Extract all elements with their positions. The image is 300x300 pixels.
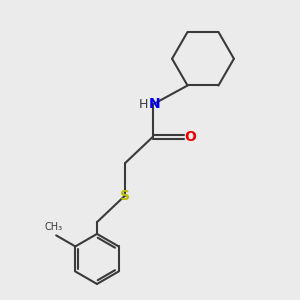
Text: CH₃: CH₃ xyxy=(44,222,62,232)
Text: S: S xyxy=(120,189,130,202)
Text: O: O xyxy=(184,130,196,144)
Text: H: H xyxy=(139,98,148,111)
Text: N: N xyxy=(148,98,160,111)
